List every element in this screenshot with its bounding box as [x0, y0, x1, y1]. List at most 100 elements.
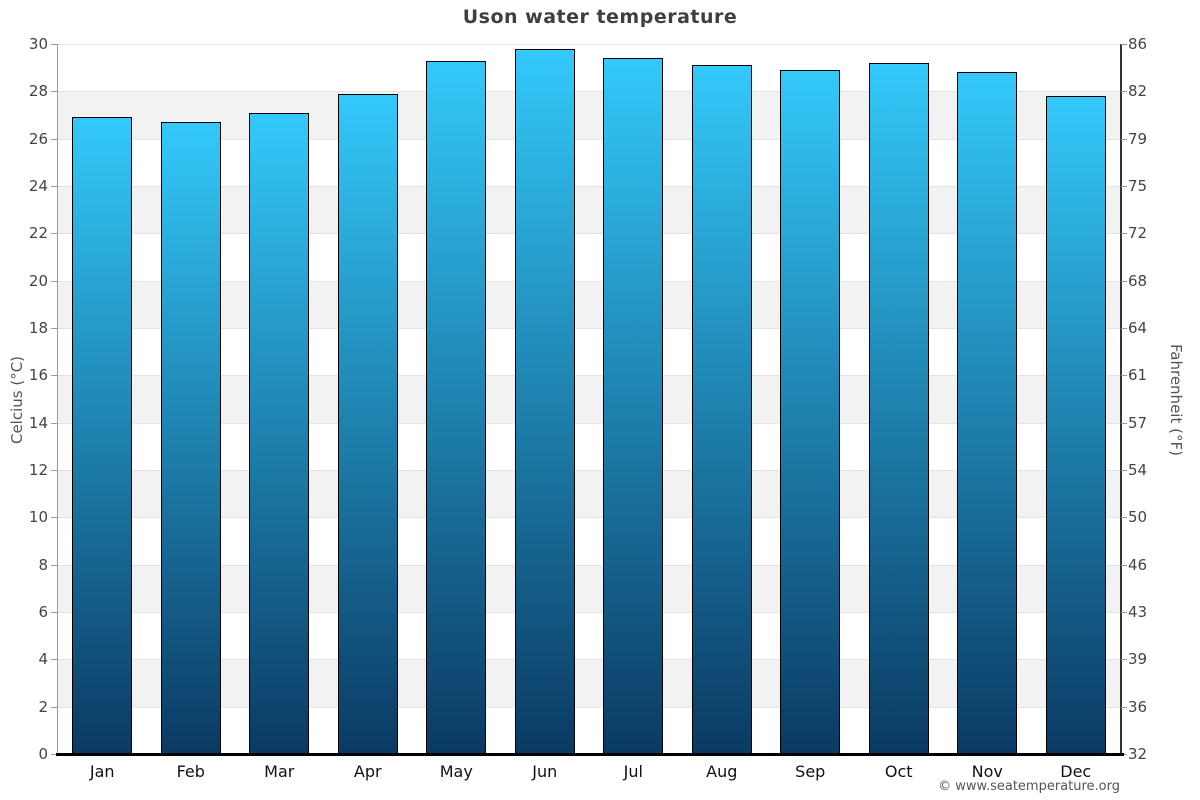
copyright-footer: © www.seatemperature.org [938, 779, 1120, 794]
bar-dec [1045, 96, 1106, 754]
fahrenheit-tick-mark [1121, 564, 1127, 566]
chart-title: Uson water temperature [462, 6, 738, 28]
plot-band [58, 280, 1120, 328]
plot-band [58, 91, 1120, 139]
bar-jan [72, 117, 133, 754]
x-axis-label-dec: Dec [1060, 762, 1092, 781]
celsius-tick-label: 14 [28, 413, 48, 432]
fahrenheit-tick-label: 36 [1128, 697, 1148, 716]
fahrenheit-tick-mark [1121, 233, 1127, 235]
y-axis-line-left [57, 44, 58, 754]
celsius-tick-label: 6 [38, 603, 48, 621]
fahrenheit-tick-label: 61 [1128, 366, 1148, 385]
x-axis-label-aug: Aug [706, 762, 738, 781]
fahrenheit-tick-mark [1121, 91, 1127, 93]
fahrenheit-tick-mark [1121, 706, 1127, 708]
celsius-tick-mark [51, 564, 57, 566]
plot-band [58, 517, 1120, 565]
celsius-tick-label: 30 [28, 35, 48, 53]
celsius-tick-mark [51, 422, 57, 424]
fahrenheit-tick-mark [1121, 138, 1127, 140]
bar-nov [957, 72, 1018, 754]
x-axis-label-mar: Mar [264, 762, 295, 781]
plot-band [58, 233, 1120, 281]
celsius-tick-mark [51, 233, 57, 235]
y-axis-line-right [1120, 44, 1122, 754]
x-axis-label-may: May [439, 762, 473, 781]
celsius-tick-mark [51, 328, 57, 329]
bar-aug [691, 65, 752, 754]
celsius-tick-label: 4 [38, 650, 48, 669]
plot-band [58, 470, 1120, 518]
plot-area [58, 44, 1120, 754]
y-axis-title-fahrenheit: Fahrenheit (°F) [1167, 344, 1185, 456]
plot-band [58, 138, 1120, 186]
y-axis-title-celsius: Celcius (°C) [8, 355, 26, 445]
celsius-tick-label: 28 [28, 82, 48, 101]
fahrenheit-tick-label: 46 [1128, 555, 1148, 574]
celsius-tick-label: 8 [38, 555, 48, 574]
bar-may [426, 60, 487, 754]
fahrenheit-tick-mark [1121, 754, 1127, 755]
x-axis-label-feb: Feb [176, 762, 205, 781]
celsius-tick-mark [51, 517, 57, 519]
fahrenheit-tick-label: 75 [1128, 177, 1148, 195]
celsius-tick-label: 22 [28, 224, 48, 243]
celsius-tick-label: 26 [28, 129, 48, 148]
celsius-tick-mark [51, 138, 57, 140]
fahrenheit-tick-label: 43 [1128, 603, 1148, 621]
celsius-tick-label: 18 [28, 319, 48, 337]
x-axis-label-jul: Jul [623, 762, 643, 781]
bar-jun [514, 48, 575, 754]
fahrenheit-tick-label: 86 [1128, 35, 1148, 53]
fahrenheit-tick-label: 57 [1128, 413, 1148, 432]
celsius-tick-mark [51, 706, 57, 708]
celsius-tick-mark [51, 470, 57, 471]
plot-band [58, 44, 1120, 92]
celsius-tick-label: 16 [28, 366, 48, 385]
celsius-tick-mark [51, 91, 57, 93]
celsius-tick-label: 12 [28, 461, 48, 479]
x-axis-label-apr: Apr [353, 762, 382, 781]
celsius-tick-mark [51, 186, 57, 187]
celsius-tick-mark [51, 754, 57, 755]
x-axis-label-jun: Jun [532, 762, 558, 781]
celsius-tick-label: 2 [38, 697, 48, 716]
fahrenheit-tick-label: 50 [1128, 508, 1148, 527]
celsius-tick-label: 24 [28, 177, 48, 195]
plot-band [58, 328, 1120, 376]
plot-band [58, 422, 1120, 470]
plot-band [58, 659, 1120, 707]
bar-apr [337, 93, 398, 754]
fahrenheit-tick-label: 54 [1128, 461, 1148, 479]
bar-mar [249, 112, 310, 754]
fahrenheit-tick-mark [1121, 612, 1127, 613]
plot-band [58, 612, 1120, 660]
celsius-tick-mark [51, 375, 57, 377]
celsius-tick-label: 20 [28, 271, 48, 290]
fahrenheit-tick-mark [1121, 517, 1127, 519]
fahrenheit-tick-mark [1121, 375, 1127, 377]
x-axis-label-jan: Jan [89, 762, 115, 781]
x-axis-label-nov: Nov [971, 762, 1003, 781]
fahrenheit-tick-label: 64 [1128, 319, 1148, 337]
fahrenheit-tick-label: 68 [1128, 271, 1148, 290]
plot-band [58, 564, 1120, 612]
celsius-tick-mark [51, 659, 57, 661]
fahrenheit-tick-mark [1121, 44, 1127, 45]
celsius-tick-mark [51, 280, 57, 282]
celsius-tick-label: 10 [28, 508, 48, 527]
fahrenheit-tick-label: 39 [1128, 650, 1148, 669]
plot-band [58, 375, 1120, 423]
bar-sep [780, 70, 841, 754]
fahrenheit-tick-mark [1121, 328, 1127, 329]
fahrenheit-tick-mark [1121, 659, 1127, 661]
fahrenheit-tick-label: 32 [1128, 745, 1148, 763]
celsius-tick-label: 0 [38, 745, 48, 763]
bar-oct [868, 62, 929, 754]
fahrenheit-tick-mark [1121, 280, 1127, 282]
fahrenheit-tick-label: 79 [1128, 129, 1148, 148]
x-axis-label-oct: Oct [884, 762, 913, 781]
fahrenheit-tick-label: 72 [1128, 224, 1148, 243]
